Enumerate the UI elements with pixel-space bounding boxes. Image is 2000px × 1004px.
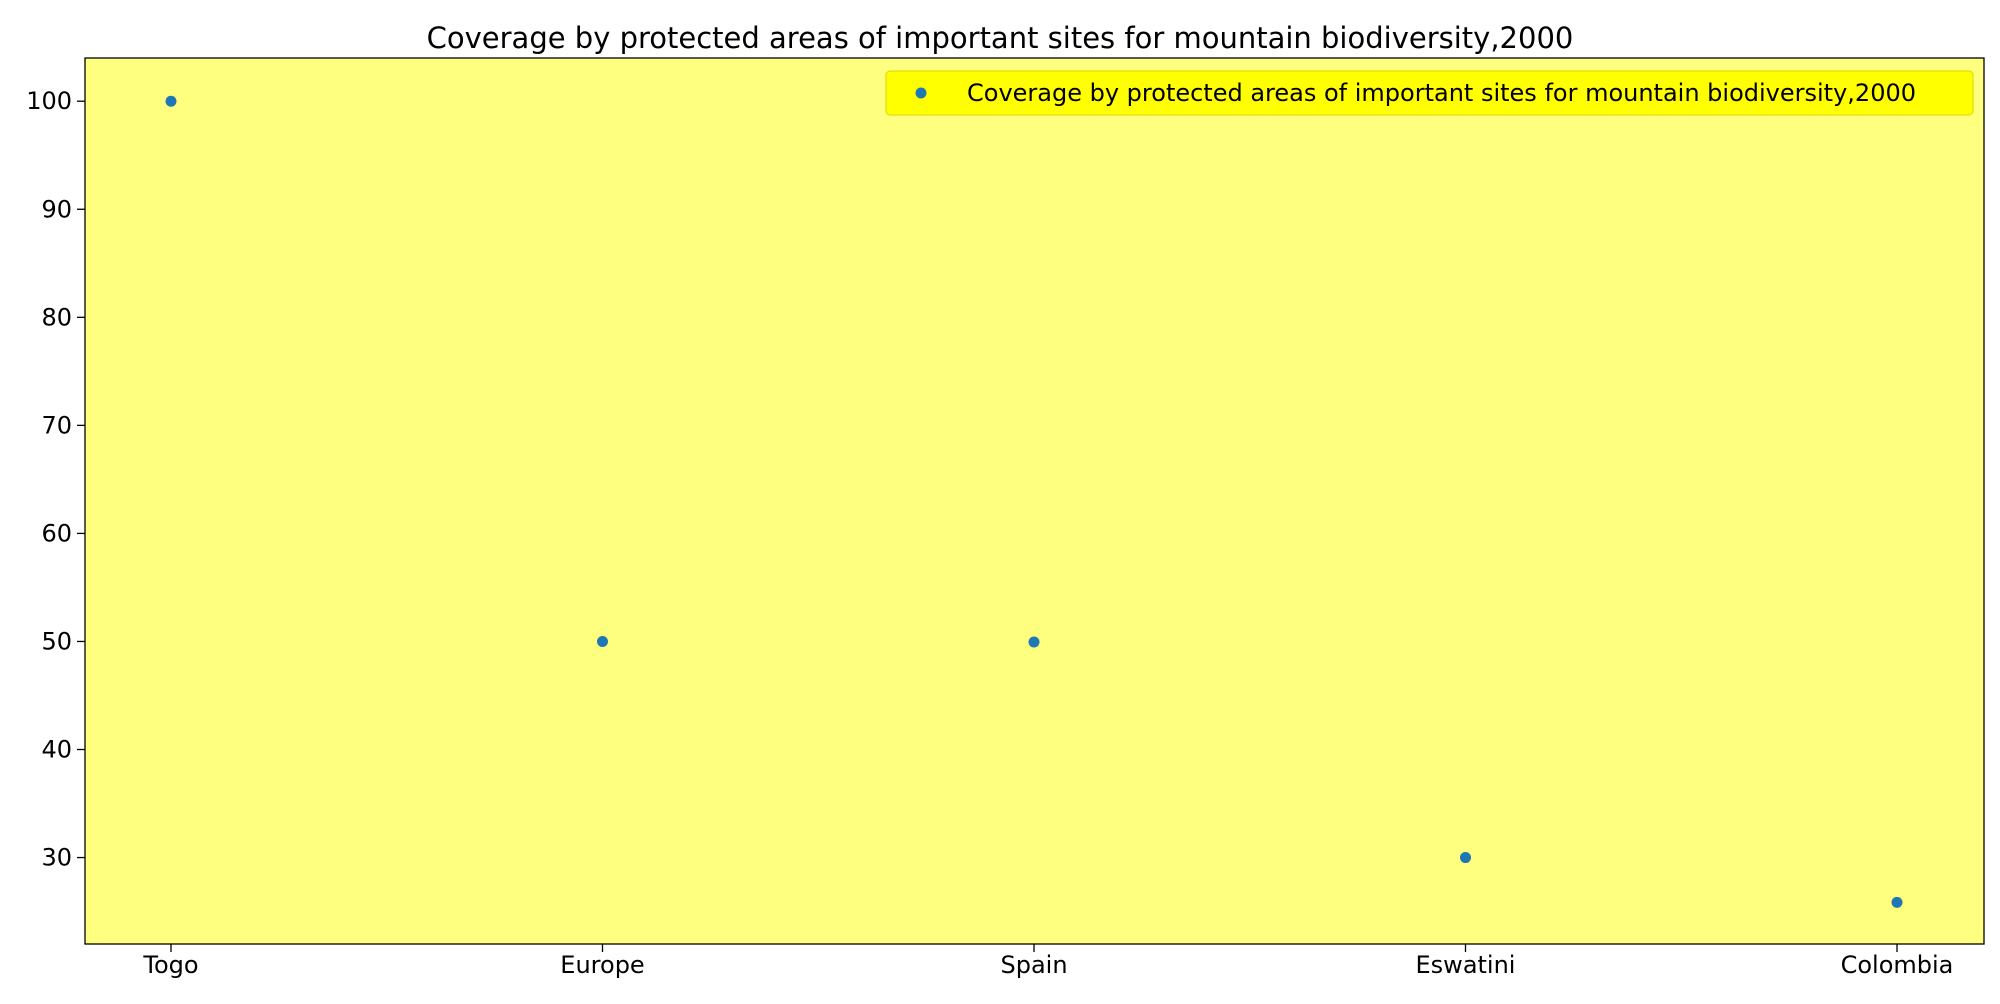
x-tick-label: Colombia — [1841, 951, 1954, 979]
y-tick-label: 50 — [41, 627, 72, 655]
y-tick-label: 40 — [41, 736, 72, 764]
data-point — [1891, 896, 1903, 908]
x-tick-label: Europe — [560, 951, 644, 979]
plot-area — [84, 57, 1985, 945]
y-tick-label: 30 — [41, 844, 72, 872]
y-tick-label: 80 — [41, 303, 72, 331]
legend-marker — [915, 87, 927, 99]
data-point — [1460, 852, 1471, 864]
x-tick-label: Togo — [142, 951, 198, 979]
x-tick-label: Spain — [1000, 951, 1067, 979]
y-tick-label: 70 — [41, 411, 72, 439]
data-point — [165, 95, 177, 107]
y-tick-label: 100 — [26, 87, 72, 115]
chart-title: Coverage by protected areas of important… — [427, 21, 1574, 55]
data-point — [1028, 636, 1040, 648]
legend-box — [885, 70, 1974, 116]
x-axis: Togo Europe Spain Eswatini Colombia — [142, 944, 1953, 979]
y-axis: 30 40 50 60 70 80 90 100 — [26, 87, 85, 872]
legend-label: Coverage by protected areas of important… — [967, 79, 1916, 107]
y-tick-label: 60 — [41, 519, 72, 547]
data-points — [165, 95, 1903, 908]
data-point — [597, 635, 608, 647]
x-tick-label: Eswatini — [1416, 951, 1516, 979]
y-tick-label: 90 — [41, 195, 72, 223]
legend: Coverage by protected areas of important… — [885, 70, 1974, 116]
